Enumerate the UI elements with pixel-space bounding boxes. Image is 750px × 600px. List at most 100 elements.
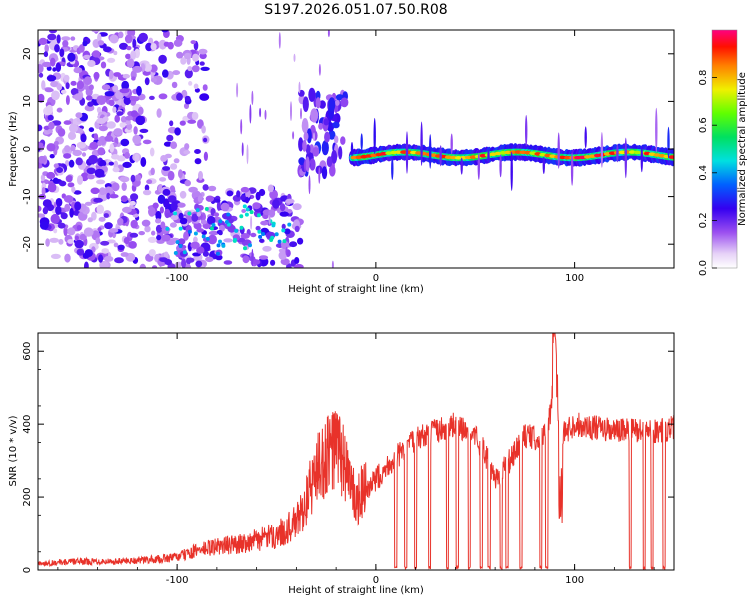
heat-cell — [80, 133, 87, 143]
heat-cell — [240, 186, 250, 193]
y-tick-label: -20 — [22, 236, 33, 252]
heat-cell — [318, 122, 324, 130]
heat-cell — [65, 175, 73, 183]
heat-cell — [255, 191, 261, 201]
heat-cell — [262, 245, 272, 252]
heat-cell — [176, 92, 183, 101]
heat-cell — [655, 107, 658, 153]
heat-cell — [119, 88, 130, 94]
heat-cell — [54, 44, 60, 53]
heat-cell — [98, 254, 104, 263]
heat-cell — [122, 73, 130, 79]
heat-cell — [159, 177, 167, 182]
heat-cell — [449, 155, 457, 160]
heat-cell — [152, 265, 158, 268]
heat-cell — [242, 204, 247, 209]
heat-cell — [108, 99, 115, 107]
heat-cell — [323, 118, 330, 126]
heat-cell — [202, 84, 208, 91]
heat-cell — [183, 103, 190, 109]
heat-cell — [600, 132, 604, 168]
heat-cell — [113, 128, 123, 136]
heat-cell — [258, 234, 263, 239]
x-tick-label: 100 — [565, 575, 584, 586]
heat-cell — [395, 150, 403, 154]
heat-cell — [152, 75, 163, 85]
colorbar-tick-label: 0.2 — [698, 212, 709, 228]
heat-cell — [97, 227, 102, 232]
heat-cell — [326, 156, 333, 168]
heat-cell — [251, 90, 254, 105]
heat-cell — [38, 64, 44, 74]
heat-cell — [285, 246, 288, 256]
heat-cell — [49, 237, 59, 243]
heat-cell — [117, 217, 124, 226]
heat-cell — [187, 119, 197, 124]
heat-cell — [93, 133, 99, 141]
heat-cell — [131, 76, 136, 81]
heat-cell — [93, 71, 100, 80]
heat-cell — [305, 156, 310, 172]
heat-cell — [205, 256, 214, 263]
heat-cell — [308, 175, 311, 195]
heat-cell — [112, 167, 120, 173]
heat-cell — [220, 202, 230, 212]
heat-cell — [268, 214, 271, 225]
heat-cell — [219, 224, 225, 232]
heat-cell — [240, 119, 243, 135]
heat-cell — [259, 238, 265, 243]
heat-cell — [56, 107, 63, 113]
heat-cell — [194, 88, 200, 93]
heat-cell — [48, 121, 55, 130]
heat-cell — [89, 141, 99, 150]
heat-cell — [203, 151, 208, 161]
heat-cell — [114, 257, 124, 264]
heat-cell — [38, 205, 42, 212]
heat-cell — [130, 110, 138, 117]
heat-cell — [334, 99, 340, 106]
heat-cell — [191, 112, 199, 120]
heat-cell — [170, 201, 178, 212]
heat-cell — [188, 81, 193, 86]
heat-cell — [132, 134, 142, 145]
colorbar: 0.0 0.2 0.4 0.6 0.8 Normalized spectral ampl… — [698, 29, 748, 276]
heat-cell — [208, 185, 217, 192]
heat-cell — [121, 80, 130, 91]
heat-cell — [130, 193, 139, 201]
heat-cell — [109, 34, 119, 44]
heat-cell — [44, 44, 49, 53]
heat-cell — [239, 225, 244, 230]
heat-cell — [195, 260, 203, 268]
heat-cell — [181, 89, 188, 98]
heat-cell — [50, 57, 56, 67]
heat-cell — [67, 227, 76, 236]
heat-cell — [252, 202, 261, 210]
heat-cell — [391, 157, 394, 180]
heat-cell — [135, 174, 142, 182]
heat-cell — [74, 201, 82, 211]
heat-cell — [294, 225, 300, 233]
heat-cell — [270, 259, 276, 266]
heat-cell — [159, 206, 164, 214]
heat-cell — [176, 51, 184, 59]
heat-cell — [208, 230, 219, 236]
heat-cell — [55, 62, 62, 72]
heat-cell — [129, 96, 140, 102]
heat-cell — [280, 258, 290, 266]
colorbar-gradient — [712, 30, 737, 268]
heat-cell — [181, 258, 187, 268]
heat-cell — [50, 213, 60, 224]
heat-cell — [63, 153, 72, 159]
heat-cell — [624, 137, 627, 179]
heat-cell — [75, 112, 83, 119]
heat-cell — [125, 53, 131, 60]
heat-cell — [41, 187, 46, 196]
heat-cell — [60, 89, 67, 94]
heat-cell — [74, 235, 79, 241]
heat-cell — [46, 75, 57, 82]
heat-cell — [86, 167, 96, 175]
heat-cell — [326, 122, 335, 132]
heat-cell — [584, 126, 587, 149]
heat-cell — [338, 146, 343, 160]
heat-cell — [244, 212, 249, 217]
